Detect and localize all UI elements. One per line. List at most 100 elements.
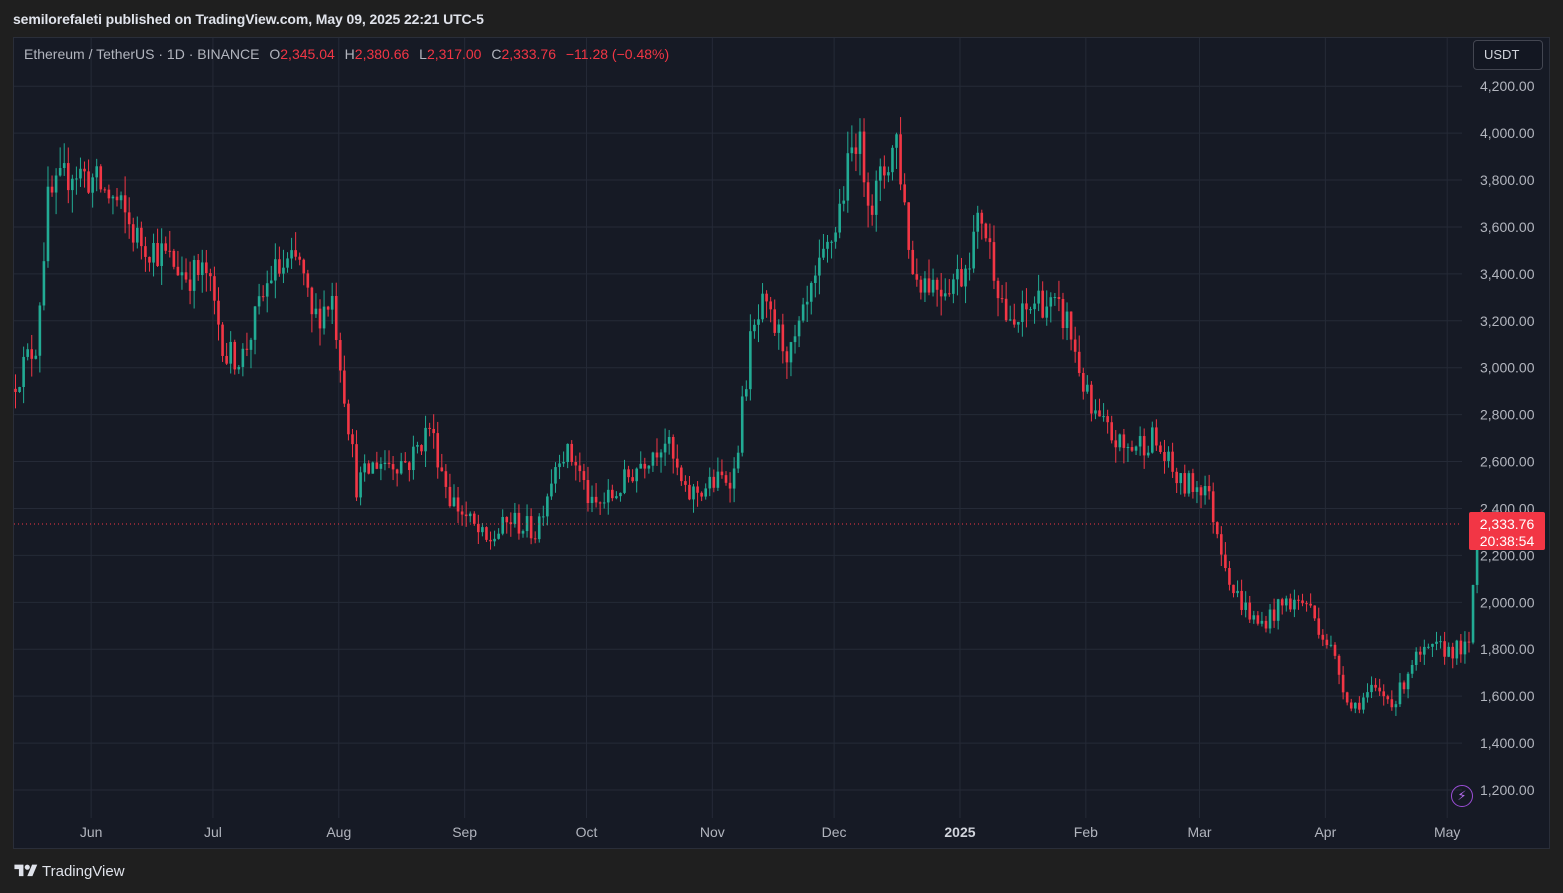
candle-body bbox=[387, 462, 391, 465]
candle-body bbox=[659, 452, 663, 458]
candle-body bbox=[493, 538, 496, 542]
candle-body bbox=[83, 168, 86, 172]
candle-body bbox=[700, 492, 703, 497]
y-axis-tick-label: 4,200.00 bbox=[1480, 78, 1535, 94]
candle-body bbox=[1199, 487, 1203, 496]
candle-body bbox=[432, 428, 435, 434]
candle-body bbox=[294, 250, 297, 257]
candle-body bbox=[1134, 446, 1138, 451]
symbol-title[interactable]: Ethereum / TetherUS · 1D · BINANCE bbox=[24, 46, 260, 62]
candle-body bbox=[1037, 290, 1040, 304]
candle-body bbox=[724, 475, 728, 483]
footer: TradingView bbox=[0, 850, 1563, 893]
open-label: O bbox=[269, 46, 281, 62]
candle-body bbox=[615, 496, 618, 499]
candle-body bbox=[972, 231, 975, 269]
bolt-icon[interactable]: ⚡ bbox=[1451, 785, 1473, 807]
candle-body bbox=[1240, 590, 1243, 610]
candle-body bbox=[164, 243, 168, 251]
candle-body bbox=[976, 212, 980, 232]
candle-body bbox=[1427, 646, 1430, 648]
candle-body bbox=[1187, 473, 1191, 494]
candle-body bbox=[180, 272, 184, 276]
candle-body bbox=[952, 279, 955, 294]
candle-body bbox=[680, 467, 683, 482]
candle-body bbox=[537, 516, 541, 540]
candle-body bbox=[1431, 643, 1434, 647]
candle-body bbox=[647, 465, 651, 469]
candle-body bbox=[866, 182, 870, 206]
candle-body bbox=[1045, 306, 1049, 318]
candle-body bbox=[477, 523, 480, 533]
candle-body bbox=[1252, 615, 1256, 620]
candle-body bbox=[1183, 473, 1187, 494]
candle-body bbox=[1293, 599, 1296, 610]
candle-body bbox=[513, 512, 517, 525]
candle-body bbox=[99, 166, 103, 190]
candle-body bbox=[1418, 651, 1422, 655]
close-label: C bbox=[491, 46, 502, 62]
candle-body bbox=[265, 283, 269, 297]
candle-body bbox=[1402, 682, 1406, 690]
y-axis-tick-label: 2,200.00 bbox=[1480, 547, 1535, 563]
chart-panel[interactable]: 1,200.00 1,400.00 1,600.00 1,800.00 2,000.00… bbox=[13, 37, 1550, 849]
candle-body bbox=[1106, 416, 1109, 423]
high-label: H bbox=[344, 46, 355, 62]
candlestick-chart[interactable]: 1,200.00 1,400.00 1,600.00 1,800.00 2,000.00… bbox=[14, 38, 1549, 848]
x-axis-tick-label: Feb bbox=[1074, 824, 1098, 840]
candle-body bbox=[826, 241, 829, 249]
candle-body bbox=[1126, 447, 1130, 449]
candle-body bbox=[517, 512, 521, 534]
candle-body bbox=[594, 496, 598, 503]
candle-body bbox=[688, 484, 691, 500]
candle-body bbox=[1142, 436, 1146, 456]
candle-body bbox=[716, 471, 720, 488]
candle-body bbox=[1345, 692, 1349, 703]
candle-body bbox=[66, 163, 70, 191]
currency-button[interactable]: USDT bbox=[1473, 40, 1543, 70]
candle-body bbox=[834, 232, 837, 242]
candle-body bbox=[586, 480, 590, 504]
candle-body bbox=[651, 452, 655, 466]
candle-body bbox=[1459, 640, 1463, 655]
x-axis-tick-label: Mar bbox=[1187, 824, 1211, 840]
y-axis-tick-label: 1,200.00 bbox=[1480, 782, 1535, 798]
candle-body bbox=[1086, 384, 1089, 392]
candle-body bbox=[708, 476, 712, 489]
candle-body bbox=[915, 274, 919, 280]
candle-body bbox=[286, 258, 289, 268]
candle-body bbox=[62, 163, 66, 168]
candle-body bbox=[1146, 452, 1150, 456]
candle-body bbox=[554, 467, 557, 484]
candle-body bbox=[692, 486, 695, 500]
candle-body bbox=[452, 497, 456, 507]
y-axis-tick-label: 3,000.00 bbox=[1480, 360, 1535, 376]
candle-body bbox=[1341, 674, 1345, 693]
tradingview-logo[interactable]: TradingView bbox=[13, 862, 125, 880]
x-axis-tick-label: Jul bbox=[204, 824, 222, 840]
candle-body bbox=[627, 469, 630, 478]
candle-body bbox=[1118, 434, 1122, 448]
candle-body bbox=[444, 471, 448, 487]
candle-body bbox=[330, 295, 334, 310]
candle-body bbox=[1280, 599, 1284, 606]
candle-body bbox=[448, 486, 452, 507]
candle-body bbox=[464, 514, 468, 517]
candle-body bbox=[550, 483, 553, 497]
candle-body bbox=[217, 300, 220, 325]
y-axis-tick-label: 3,400.00 bbox=[1480, 266, 1535, 282]
candle-body bbox=[1069, 311, 1073, 340]
candle-body bbox=[1398, 682, 1402, 705]
candle-body bbox=[1244, 602, 1247, 610]
x-axis-tick-label: Nov bbox=[700, 824, 725, 840]
x-axis-tick-label: Dec bbox=[822, 824, 847, 840]
published-by-text: semilorefaleti published on TradingView.… bbox=[13, 11, 484, 27]
candle-body bbox=[1211, 491, 1215, 523]
candle-body bbox=[399, 461, 403, 474]
y-axis-tick-label: 3,200.00 bbox=[1480, 313, 1535, 329]
candle-body bbox=[903, 184, 906, 203]
candle-body bbox=[127, 212, 131, 225]
candle-body bbox=[257, 296, 261, 307]
candle-body bbox=[131, 224, 135, 243]
y-axis-tick-label: 1,400.00 bbox=[1480, 735, 1535, 751]
